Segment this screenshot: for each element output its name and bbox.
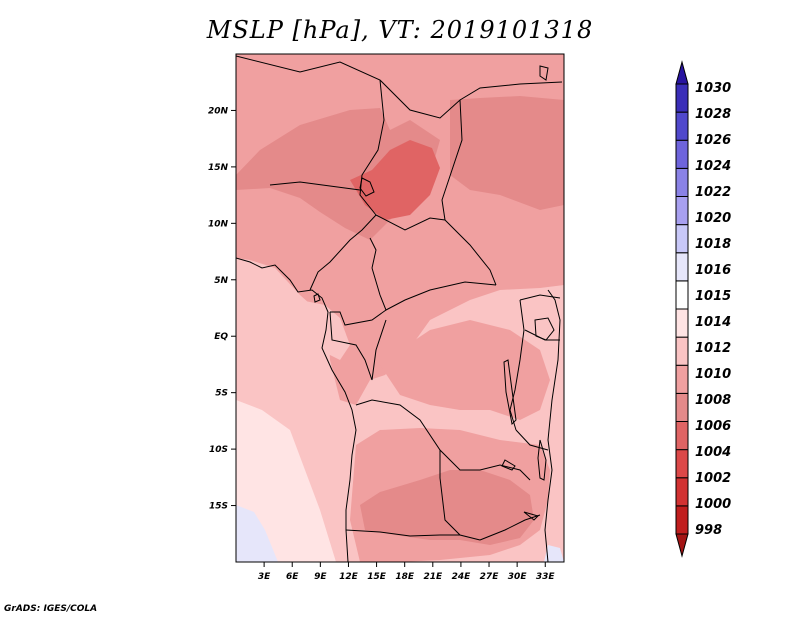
colorbar-swatch — [675, 505, 689, 535]
lake-malawi — [537, 439, 547, 481]
lat-tick-label: 20N — [208, 106, 229, 116]
colorbar-swatch — [675, 421, 689, 451]
pressure-region-zambia-low — [360, 470, 534, 545]
bioko-island — [313, 293, 321, 303]
colorbar-swatch — [675, 477, 689, 507]
colorbar-label: 998 — [695, 523, 722, 538]
border-cameroon-east — [369, 237, 377, 269]
lake-bangweulu — [523, 511, 539, 521]
plot-frame — [235, 53, 565, 563]
border-nigeria-north — [269, 181, 361, 191]
lon-tick-label: 30E — [508, 572, 528, 582]
colorbar-swatch — [675, 83, 689, 113]
pressure-field-layer — [236, 54, 564, 562]
lake-volta-red — [539, 65, 549, 81]
lon-tick-label: 33E — [536, 572, 556, 582]
map-title: MSLP [hPa], VT: 2019101318 — [206, 16, 594, 44]
pressure-region-southwest-corner — [236, 505, 278, 562]
colorbar-label: 1022 — [695, 185, 731, 200]
lake-victoria — [534, 317, 555, 341]
footer-credit: GrADS: IGES/COLA — [4, 604, 98, 614]
lon-tick-label: 6E — [286, 572, 299, 582]
colorbar-label: 1026 — [695, 133, 731, 148]
lon-tick-label: 27E — [480, 572, 500, 582]
colorbar-swatch — [675, 196, 689, 226]
colorbar-label: 1024 — [695, 159, 731, 174]
colorbar-label: 1015 — [695, 289, 731, 304]
colorbar-label: 1008 — [695, 393, 731, 408]
lat-tick-label: 5S — [215, 389, 228, 399]
border-drc-south — [355, 399, 531, 481]
lon-tick-label: 21E — [423, 572, 443, 582]
border-chad-sudan — [441, 99, 463, 221]
coastline-west — [236, 257, 357, 562]
border-car-north — [375, 214, 497, 286]
lon-tick-label: 24E — [452, 572, 472, 582]
border-chad-west — [359, 79, 385, 216]
colorbar-label: 1004 — [695, 445, 731, 460]
colorbar-swatch — [675, 224, 689, 254]
colorbar-swatch — [675, 252, 689, 282]
colorbar-swatch — [675, 449, 689, 479]
colorbar-label: 1002 — [695, 471, 731, 486]
pressure-region-sudan-low — [450, 96, 564, 210]
colorbar-label: 1000 — [695, 497, 731, 512]
border-gabon — [329, 311, 373, 381]
longitude-axis: 3E 6E 9E 12E 15E 18E 21E 24E 27E 30E 33E — [258, 562, 556, 582]
colorbar-swatch — [675, 336, 689, 366]
colorbar-label: 1006 — [695, 419, 731, 434]
colorbar-swatch — [675, 60, 689, 85]
lake-tanganyika — [503, 359, 517, 426]
border-congo — [330, 309, 387, 326]
lat-tick-label: 10N — [208, 219, 229, 229]
lake-chad — [359, 177, 375, 197]
colorbar-swatch — [675, 308, 689, 338]
colorbar-label: 1014 — [695, 315, 731, 330]
lake-kariba — [501, 459, 516, 471]
colorbar-label: 1016 — [695, 263, 731, 278]
lat-tick-label: EQ — [214, 332, 228, 342]
latitude-axis: 20N 15N 10N 5N EQ 5S 10S 15S — [208, 106, 236, 512]
lat-tick-label: 5N — [214, 276, 228, 286]
pressure-region-se-corner — [544, 545, 564, 562]
lon-tick-label: 15E — [367, 572, 387, 582]
colorbar-label: 1010 — [695, 367, 731, 382]
pressure-region-equatorial-west — [300, 300, 350, 360]
pressure-region-south-atlantic-tongue — [236, 400, 336, 562]
lon-tick-label: 12E — [339, 572, 359, 582]
border-great-lakes — [509, 299, 525, 431]
colorbar-legend: 998 1000 1002 1004 1006 1008 1010 1012 1014 1015 1… — [675, 60, 731, 558]
pressure-region-congo-basin — [380, 320, 550, 420]
colorbar-label: 1030 — [695, 81, 731, 96]
country-borders-layer — [236, 55, 563, 562]
colorbar-swatch — [675, 364, 689, 394]
colorbar-swatch — [675, 280, 689, 310]
colorbar-swatch — [675, 111, 689, 141]
border-north-1 — [236, 55, 563, 119]
colorbar-label: 1018 — [695, 237, 731, 252]
lat-tick-label: 15N — [208, 163, 229, 173]
border-drc-west — [371, 319, 387, 381]
pressure-region-chad-core — [350, 140, 440, 220]
border-zambia-south — [479, 514, 541, 541]
colorbar-swatch — [675, 533, 689, 558]
colorbar-label: 1020 — [695, 211, 731, 226]
colorbar-swatch — [675, 139, 689, 169]
colorbar-label: 1012 — [695, 341, 731, 356]
border-nigeria-east — [309, 214, 377, 291]
colorbar-swatch — [675, 392, 689, 422]
lat-tick-label: 15S — [209, 502, 228, 512]
border-uganda — [519, 294, 561, 301]
lat-tick-label: 10S — [209, 445, 228, 455]
border-car-south — [371, 267, 497, 311]
border-angola-zambia — [439, 450, 481, 541]
colorbar-swatch — [675, 167, 689, 197]
coastline-east — [544, 289, 561, 562]
lon-tick-label: 18E — [395, 572, 415, 582]
colorbar-label: 1028 — [695, 107, 731, 122]
lon-tick-label: 3E — [258, 572, 271, 582]
lon-tick-label: 9E — [314, 572, 327, 582]
border-angola-south — [345, 529, 460, 537]
